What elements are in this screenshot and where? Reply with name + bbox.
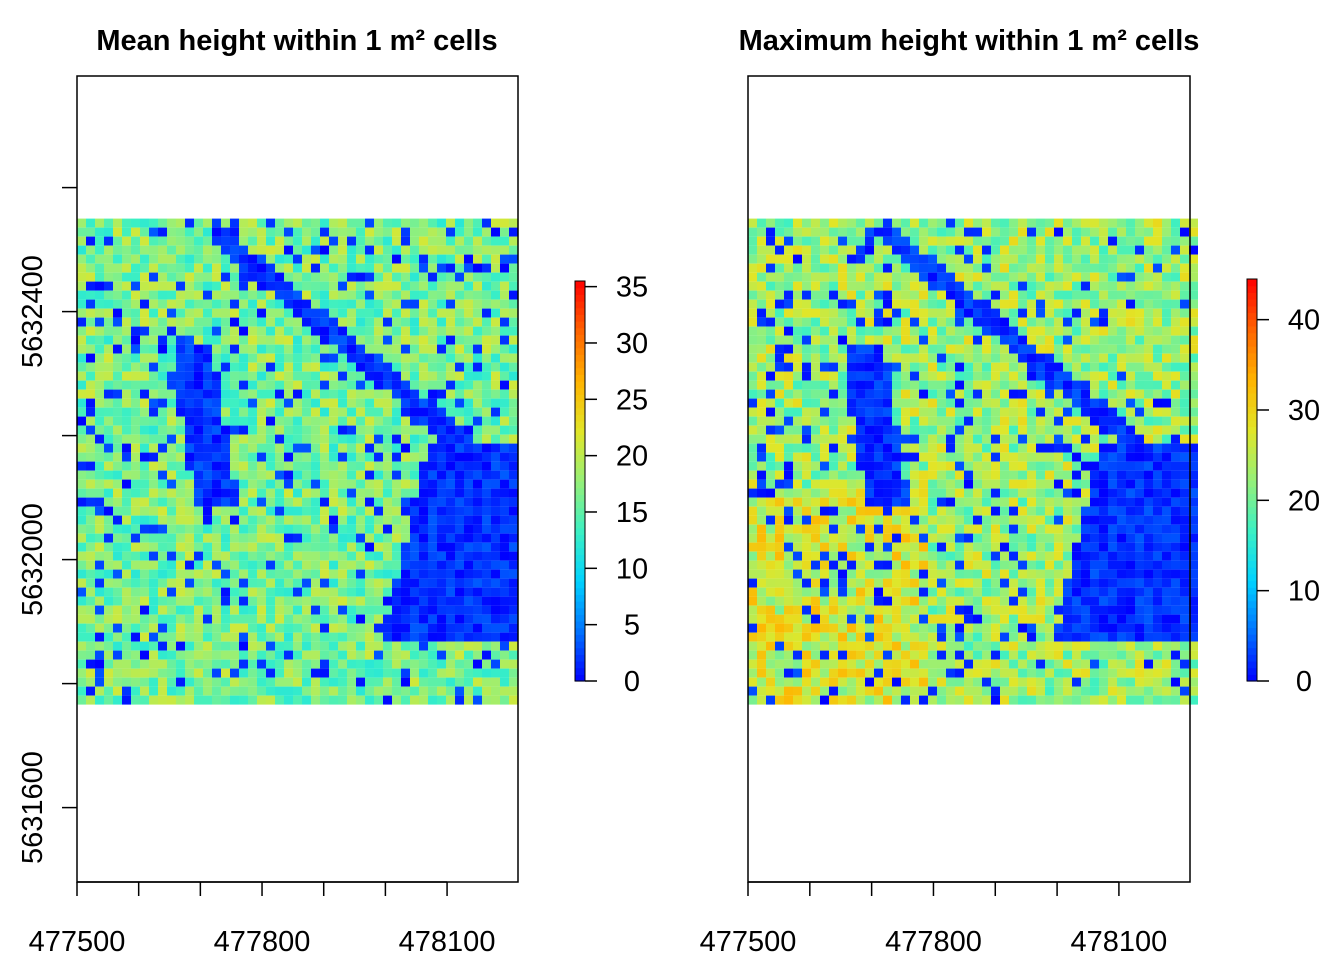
x-tick-label: 478100 <box>399 926 496 958</box>
raster <box>748 218 1198 705</box>
raster <box>77 218 518 705</box>
x-tick-label: 478100 <box>1071 926 1168 958</box>
colorbar-tick-label: 25 <box>616 384 648 416</box>
y-tick-label: 5632000 <box>17 503 49 616</box>
colorbar-frame <box>574 280 586 682</box>
colorbar-tick-label: 5 <box>624 610 640 642</box>
colorbar-tick-label: 30 <box>1288 395 1320 427</box>
colorbar-tick-label: 35 <box>616 272 648 304</box>
x-tick-label: 477500 <box>700 926 797 958</box>
colorbar: 0 5 10 15 20 25 30 35 <box>574 272 648 698</box>
chart-title: Mean height within 1 m² cells <box>96 25 497 57</box>
x-tick-label: 477500 <box>29 926 126 958</box>
colorbar-tick-label: 0 <box>624 666 640 698</box>
mean-height-panel: Mean height within 1 m² cells 477500 47780… <box>17 25 648 958</box>
colorbar-tick-label: 40 <box>1288 305 1320 337</box>
colorbar-tick-label: 30 <box>616 328 648 360</box>
colorbar-tick-label: 10 <box>1288 576 1320 608</box>
colorbar-tick-label: 15 <box>616 497 648 529</box>
colorbar-tick-label: 20 <box>1288 485 1320 517</box>
colorbar-tick-label: 10 <box>616 553 648 585</box>
chart-title: Maximum height within 1 m² cells <box>739 25 1200 57</box>
y-tick-label: 5632400 <box>17 255 49 368</box>
max-height-panel: Maximum height within 1 m² cells 477500 47… <box>700 25 1321 958</box>
x-tick-label: 477800 <box>885 926 982 958</box>
colorbar-tick-label: 20 <box>616 441 648 473</box>
colorbar: 0 10 20 30 40 <box>1246 278 1320 698</box>
colorbar-frame <box>1246 278 1258 682</box>
colorbar-tick-label: 0 <box>1296 666 1312 698</box>
x-tick-label: 477800 <box>214 926 311 958</box>
y-tick-label: 5631600 <box>17 751 49 864</box>
